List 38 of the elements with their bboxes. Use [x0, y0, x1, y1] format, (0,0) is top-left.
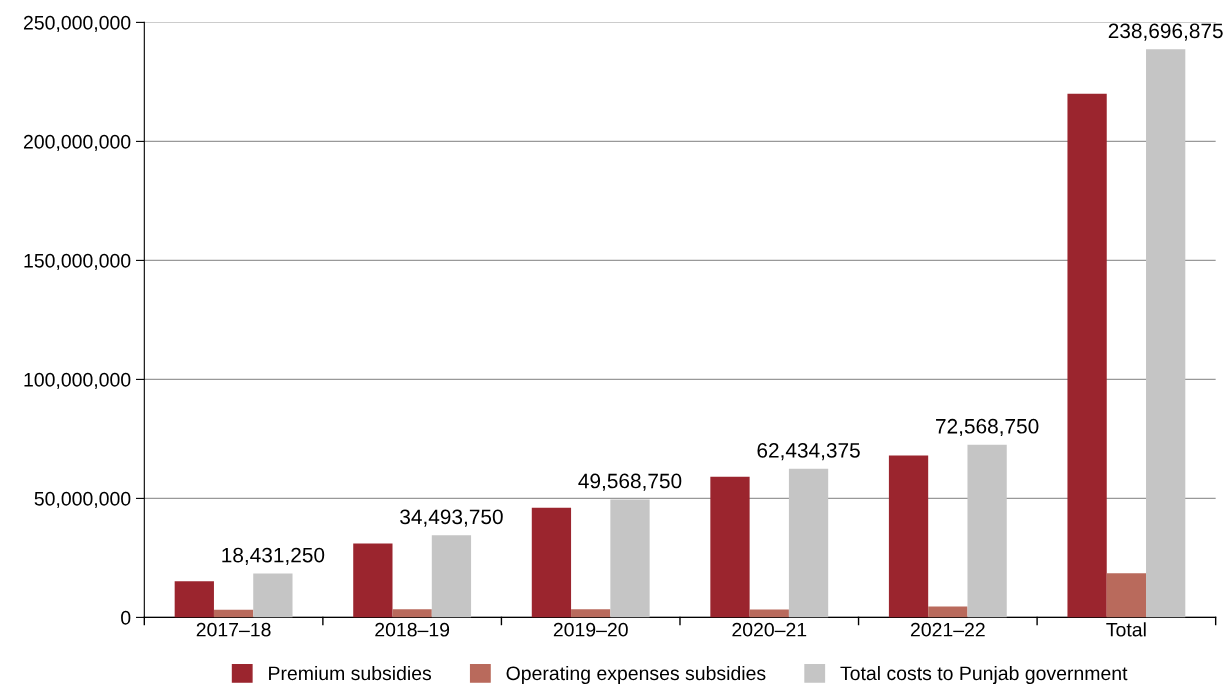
data-label: 62,434,375 — [757, 442, 860, 461]
y-tick-label: 200,000,000 — [23, 134, 131, 151]
bar — [174, 581, 214, 618]
data-label: 238,696,875 — [1108, 23, 1223, 41]
legend-label: Premium subsidies — [269, 665, 432, 681]
data-label: 72,568,750 — [936, 418, 1039, 437]
bar — [710, 476, 750, 618]
y-tick-label: 0 — [121, 610, 131, 625]
bar — [1146, 49, 1186, 618]
bar — [571, 609, 611, 618]
bar — [1067, 93, 1107, 618]
bar — [431, 535, 472, 618]
x-tick-label: Total — [1106, 622, 1146, 637]
bar — [888, 455, 929, 618]
bar — [213, 609, 254, 618]
x-tick-label: 2020–21 — [732, 622, 807, 637]
legend-label: Total costs to Punjab government — [840, 665, 1128, 685]
x-tick-label: 2018–19 — [375, 622, 450, 637]
y-tick-label: 100,000,000 — [24, 372, 131, 389]
bar — [928, 606, 968, 618]
bar — [531, 507, 572, 618]
y-tick-label: 150,000,000 — [24, 253, 131, 270]
x-tick-label: 2019–20 — [553, 622, 628, 637]
bar — [967, 444, 1007, 618]
bar — [610, 499, 650, 618]
data-label: 34,493,750 — [400, 509, 503, 527]
bar — [1106, 573, 1147, 618]
y-tick-label: 250,000,000 — [23, 15, 131, 32]
data-label: 18,431,250 — [222, 547, 325, 565]
bar — [353, 543, 393, 618]
x-tick-label: 2017–18 — [196, 622, 271, 637]
bar — [392, 609, 432, 618]
data-label: 49,568,750 — [578, 473, 682, 491]
x-tick-label: 2021–22 — [910, 622, 985, 637]
legend-label: Operating expenses subsidies — [506, 665, 766, 685]
bar — [253, 573, 293, 618]
y-tick-label: 50,000,000 — [34, 491, 131, 508]
bar — [788, 468, 829, 618]
